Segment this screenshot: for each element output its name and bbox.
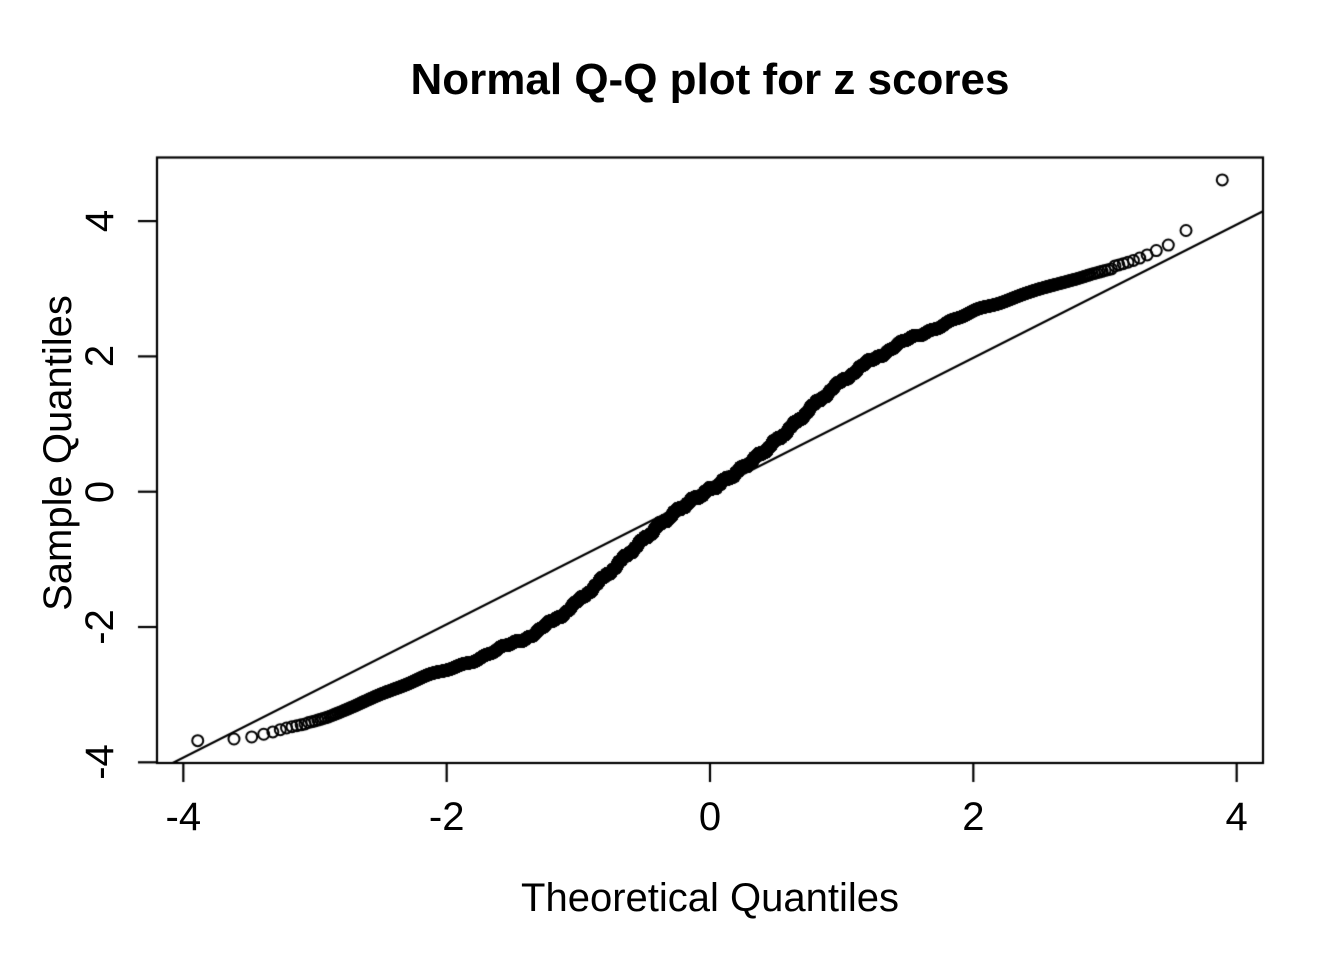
y-axis-title: Sample Quantiles	[36, 295, 80, 611]
x-tick-label: 0	[698, 795, 722, 839]
y-tick-label: -4	[78, 744, 122, 781]
x-tick-label: 2	[962, 795, 985, 839]
y-tick-label: 0	[78, 480, 122, 503]
y-tick-label: 4	[78, 209, 122, 233]
x-tick-label: -4	[165, 795, 202, 839]
y-tick-label: 2	[78, 345, 122, 368]
x-tick-label: -2	[428, 795, 465, 839]
x-axis-title: Theoretical Quantiles	[521, 876, 899, 920]
y-tick-label: -2	[78, 609, 122, 645]
chart-title: Normal Q-Q plot for z scores	[410, 55, 1010, 104]
x-tick-label: 4	[1225, 795, 1248, 839]
